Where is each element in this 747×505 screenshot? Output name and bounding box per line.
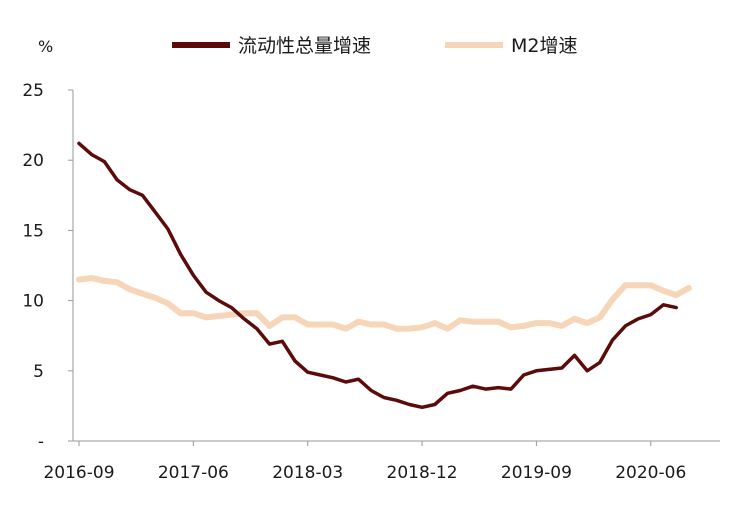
legend-label-m2: M2增速 bbox=[511, 35, 577, 57]
x-axis-ticks: 2016-09 2017-06 2018-03 2018-12 2019-09 2020-… bbox=[43, 441, 686, 483]
axes bbox=[72, 90, 720, 442]
x-tick-label: 2019-09 bbox=[501, 463, 572, 483]
x-tick-label: 2020-06 bbox=[615, 463, 686, 483]
y-tick-label: 15 bbox=[22, 221, 44, 241]
series-line-m2 bbox=[76, 275, 692, 332]
y-tick-label: 5 bbox=[33, 362, 44, 382]
y-axis-ticks: - 5 10 15 20 25 bbox=[22, 81, 73, 452]
series-layer bbox=[76, 141, 692, 410]
x-tick-label: 2016-09 bbox=[43, 463, 114, 483]
y-tick-label: 20 bbox=[22, 151, 44, 171]
x-tick-label: 2018-03 bbox=[272, 463, 343, 483]
series-line-liquidity bbox=[77, 141, 678, 410]
y-tick-label: - bbox=[38, 432, 44, 452]
y-axis-unit-label: % bbox=[38, 37, 53, 56]
y-tick-label: 10 bbox=[22, 292, 44, 312]
y-tick-label: 25 bbox=[22, 81, 44, 101]
legend-label-liquidity: 流动性总量增速 bbox=[238, 35, 371, 57]
legend: 流动性总量增速 M2增速 bbox=[172, 35, 577, 57]
x-tick-label: 2018-12 bbox=[387, 463, 458, 483]
x-tick-label: 2017-06 bbox=[158, 463, 229, 483]
